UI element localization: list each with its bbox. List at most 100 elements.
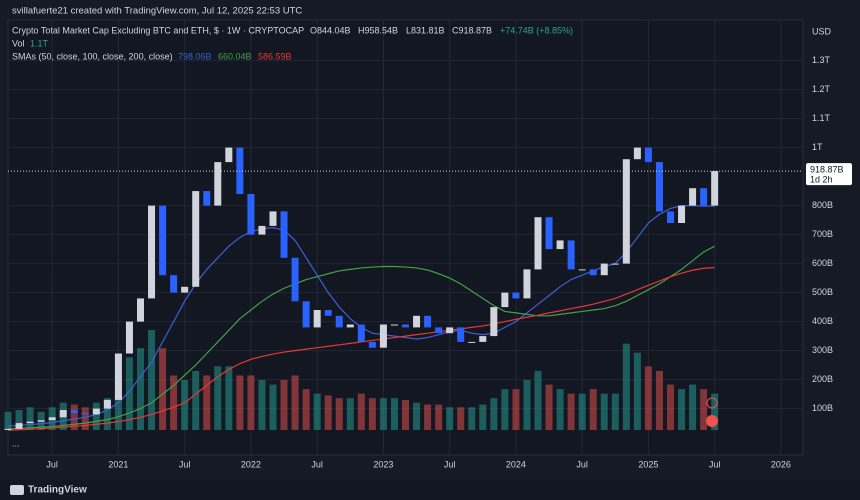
candle (490, 307, 498, 337)
x-tick-label: Jul (444, 459, 456, 469)
candle (313, 310, 321, 328)
candle (302, 301, 310, 328)
ohlc-low: L831.81B (406, 25, 445, 35)
event-icon[interactable] (706, 415, 718, 427)
y-tick-label: 400B (812, 316, 833, 326)
y-tick-label: 1.3T (812, 55, 831, 65)
candle (346, 324, 354, 328)
candle (413, 315, 421, 328)
x-tick-label: 2024 (506, 459, 526, 469)
candle (214, 162, 222, 206)
ohlc-high: H958.54B (358, 25, 398, 35)
volume-bar (567, 393, 575, 430)
volume-bar (700, 389, 708, 430)
volume-bar (501, 389, 509, 430)
vol-value: 1.1T (30, 38, 49, 48)
more: ... (12, 438, 20, 448)
x-tick-label: Jul (46, 459, 58, 469)
candle (280, 211, 288, 258)
sma-name: SMAs (50, close, 100, close, 200, close) (12, 51, 173, 61)
volume-bar (402, 400, 409, 430)
candle (137, 298, 144, 322)
candle (711, 171, 719, 206)
candle (269, 211, 277, 226)
volume-bar (170, 375, 178, 430)
candle (523, 269, 531, 299)
volume-bar (689, 384, 697, 430)
volume-bar (302, 389, 310, 430)
logo (10, 485, 24, 495)
candle (203, 191, 211, 206)
candle (159, 205, 167, 276)
x-tick-label: Jul (576, 459, 588, 469)
y-tick-label: 1.1T (812, 113, 831, 123)
x-tick-label: Jul (709, 459, 721, 469)
footer (0, 480, 860, 500)
candle (633, 147, 641, 160)
candle (70, 410, 78, 413)
candle (468, 341, 476, 343)
volume-bar (346, 398, 354, 430)
volume-bar (335, 398, 343, 430)
candle (501, 292, 509, 308)
candle (567, 240, 575, 270)
candle (170, 275, 178, 293)
volume-bar (148, 330, 156, 430)
candle (4, 428, 12, 430)
y-tick-label: 300B (812, 345, 833, 355)
candle (335, 315, 343, 328)
volume-bar (611, 393, 619, 430)
candle (578, 269, 586, 271)
volume-bar (633, 352, 641, 430)
volume-bar (313, 393, 321, 430)
volume-bar (181, 380, 189, 430)
volume-bar (291, 375, 299, 430)
candle (424, 315, 432, 328)
volume-bar (556, 389, 564, 430)
candle (457, 327, 465, 342)
x-tick-label: Jul (311, 459, 323, 469)
candle (534, 217, 542, 270)
volume-bar (236, 375, 244, 430)
candle (644, 147, 652, 163)
y-tick-label: 1.2T (812, 84, 831, 94)
candle (125, 321, 133, 354)
candle (114, 353, 122, 400)
candle (545, 217, 553, 250)
candle (700, 188, 708, 206)
volume-bar (644, 366, 652, 430)
volume-bar (413, 402, 421, 430)
candle (556, 240, 564, 250)
candle (479, 336, 487, 342)
volume-bar (435, 404, 443, 430)
volume-bar (357, 393, 365, 430)
x-tick-label: 2026 (771, 459, 791, 469)
candle (258, 225, 266, 235)
sma-value: 586.59B (258, 51, 292, 61)
candle (225, 147, 233, 163)
volume-bar (711, 393, 719, 430)
volume-bar (578, 393, 586, 430)
candle (324, 310, 332, 316)
volume-bar (468, 407, 476, 430)
y-tick-label: 600B (812, 258, 833, 268)
volume-bar (92, 402, 100, 430)
candle (379, 324, 387, 348)
volume-bar (269, 384, 277, 430)
candle (611, 263, 619, 265)
y-tick-label: 700B (812, 229, 833, 239)
volume-bar (655, 370, 663, 430)
ohlc-close: C918.87B (452, 25, 492, 35)
volume-bar (137, 348, 144, 430)
volume-bar (678, 389, 686, 430)
event-icon[interactable] (706, 397, 718, 409)
volume-bar (368, 398, 376, 430)
volume-bar (667, 384, 674, 430)
volume-bar (479, 404, 487, 430)
candle (655, 162, 663, 212)
brand: TradingView (28, 485, 87, 496)
credit: svillafuerte21 created with TradingView.… (12, 6, 302, 17)
candle (15, 423, 23, 429)
candle (446, 327, 454, 334)
